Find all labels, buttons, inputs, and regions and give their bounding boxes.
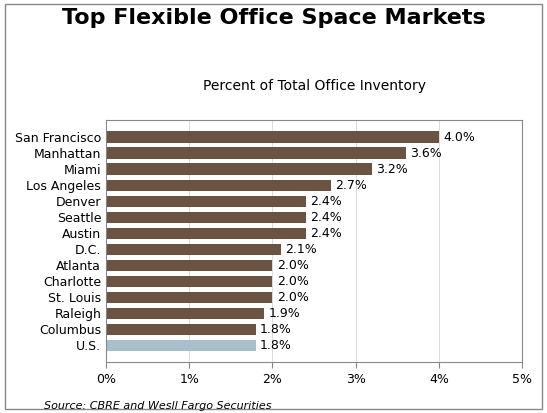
Text: 2.4%: 2.4% xyxy=(310,227,342,240)
Text: 2.4%: 2.4% xyxy=(310,195,342,208)
Bar xyxy=(106,180,331,191)
Text: 4.0%: 4.0% xyxy=(443,131,475,144)
Bar xyxy=(106,308,264,319)
Text: 3.2%: 3.2% xyxy=(376,163,408,176)
Bar xyxy=(106,324,256,335)
Bar xyxy=(106,131,439,143)
Text: Top Flexible Office Space Markets: Top Flexible Office Space Markets xyxy=(62,8,485,28)
Bar xyxy=(106,339,256,351)
Bar xyxy=(106,164,373,175)
Text: Source: CBRE and Wesll Fargo Securities: Source: CBRE and Wesll Fargo Securities xyxy=(44,401,271,411)
Text: 2.4%: 2.4% xyxy=(310,211,342,224)
Bar xyxy=(106,244,281,255)
Bar xyxy=(106,147,405,159)
Text: 2.0%: 2.0% xyxy=(277,275,309,288)
Bar xyxy=(106,228,306,239)
Text: 2.0%: 2.0% xyxy=(277,291,309,304)
Bar xyxy=(106,195,306,207)
Text: 2.1%: 2.1% xyxy=(285,243,317,256)
Text: 2.0%: 2.0% xyxy=(277,259,309,272)
Bar xyxy=(106,211,306,223)
Text: 1.9%: 1.9% xyxy=(269,307,300,320)
Text: 1.8%: 1.8% xyxy=(260,323,292,336)
Bar xyxy=(106,260,272,271)
Bar xyxy=(106,292,272,303)
Text: 1.8%: 1.8% xyxy=(260,339,292,352)
Title: Percent of Total Office Inventory: Percent of Total Office Inventory xyxy=(202,79,426,93)
Text: 3.6%: 3.6% xyxy=(410,147,441,160)
Text: 2.7%: 2.7% xyxy=(335,179,366,192)
Bar xyxy=(106,275,272,287)
